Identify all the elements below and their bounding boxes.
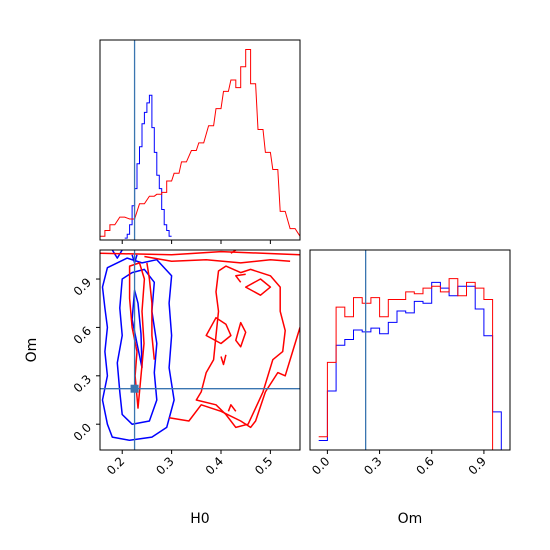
y-tick-label: 0.6: [71, 324, 94, 347]
contour-line-red: [230, 250, 237, 254]
contour-line-red: [244, 278, 272, 296]
contour-line-red: [168, 327, 300, 429]
contour-line-red: [235, 273, 246, 283]
x-tick-label: 0.5: [252, 454, 275, 477]
contour-line-red: [220, 354, 227, 366]
axes-frame: [99, 249, 301, 451]
contour-line-red: [146, 262, 156, 360]
y-axis-label-om: Om: [24, 338, 40, 363]
histogram-series-blue: [318, 281, 510, 450]
histogram-h0-panel: [99, 39, 301, 244]
truth-marker: [130, 384, 139, 393]
contour-line-blue: [101, 257, 175, 442]
histogram-series-red: [318, 278, 502, 450]
histogram-om-panel: 0.0 0.3 0.6 0.9: [309, 249, 511, 478]
x-axis-label-h0: H0: [190, 511, 209, 527]
x-tick-label: 0.3: [361, 454, 384, 477]
x-tick-label: 0.9: [466, 454, 489, 477]
x-tick-label: 0.4: [203, 454, 226, 477]
x-tick-label: 0.3: [153, 454, 176, 477]
x-tick-label: 0.2: [104, 454, 127, 477]
contour-h0-om-panel: 0.2 0.3 0.4 0.5 0.0 0.3 0.6 0.9: [71, 249, 301, 478]
contour-line-red: [235, 321, 247, 348]
axes-frame: [99, 39, 301, 241]
axes-frame: [309, 249, 511, 451]
contour-line-red: [205, 316, 232, 345]
histogram-series-red: [100, 49, 300, 237]
contour-line-red: [144, 255, 291, 264]
contour-line-blue: [111, 250, 123, 259]
x-tick-label: 0.6: [413, 454, 436, 477]
x-axis-label-om: Om: [398, 511, 423, 527]
x-tick-label: 0.0: [309, 454, 332, 477]
contour-line-red: [227, 404, 237, 412]
y-tick-label: 0.0: [71, 420, 94, 443]
y-tick-label: 0.9: [71, 275, 94, 298]
contour-line-red: [100, 250, 300, 256]
contour-line-red: [128, 262, 146, 409]
histogram-series-blue: [124, 94, 172, 239]
y-tick-label: 0.3: [71, 372, 94, 395]
